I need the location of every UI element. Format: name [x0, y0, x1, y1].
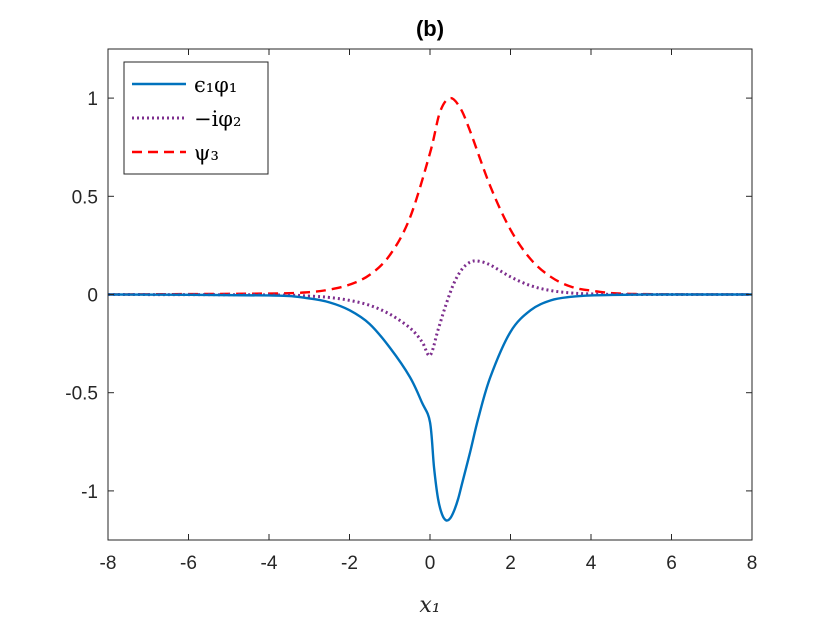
- x-tick-label: 6: [666, 553, 677, 574]
- y-tick-label: -1: [81, 482, 98, 503]
- chart-title: (b): [416, 16, 444, 41]
- series-line-1: [108, 259, 752, 358]
- x-tick-label: -8: [100, 553, 117, 574]
- x-tick-label: -4: [261, 553, 278, 574]
- legend-label-0: ϵ₁φ₁: [194, 73, 237, 97]
- series-line-0: [108, 293, 752, 522]
- y-tick-label: 1: [87, 89, 98, 110]
- axis-ticks: -8 -6 -4 -2 0 2 4 6 8 -1 -0.5 0 0.5 1: [65, 49, 757, 574]
- x-tick-label: 2: [505, 553, 516, 574]
- plot-area: [108, 96, 752, 522]
- x-tick-label: 0: [425, 553, 436, 574]
- x-tick-label: 8: [747, 553, 758, 574]
- x-tick-label: 4: [586, 553, 597, 574]
- x-tick-label: -2: [341, 553, 358, 574]
- y-tick-label: 0.5: [72, 187, 98, 208]
- y-tick-label: 0: [87, 286, 98, 307]
- x-axis-label: x₁: [419, 593, 440, 618]
- legend: ϵ₁φ₁ −iφ₂ ψ₃: [123, 61, 269, 175]
- legend-label-2: ψ₃: [194, 141, 219, 165]
- x-tick-label: -6: [180, 553, 197, 574]
- series-line-2: [108, 96, 752, 296]
- y-tick-label: -0.5: [65, 384, 98, 405]
- legend-label-1: −iφ₂: [194, 107, 241, 131]
